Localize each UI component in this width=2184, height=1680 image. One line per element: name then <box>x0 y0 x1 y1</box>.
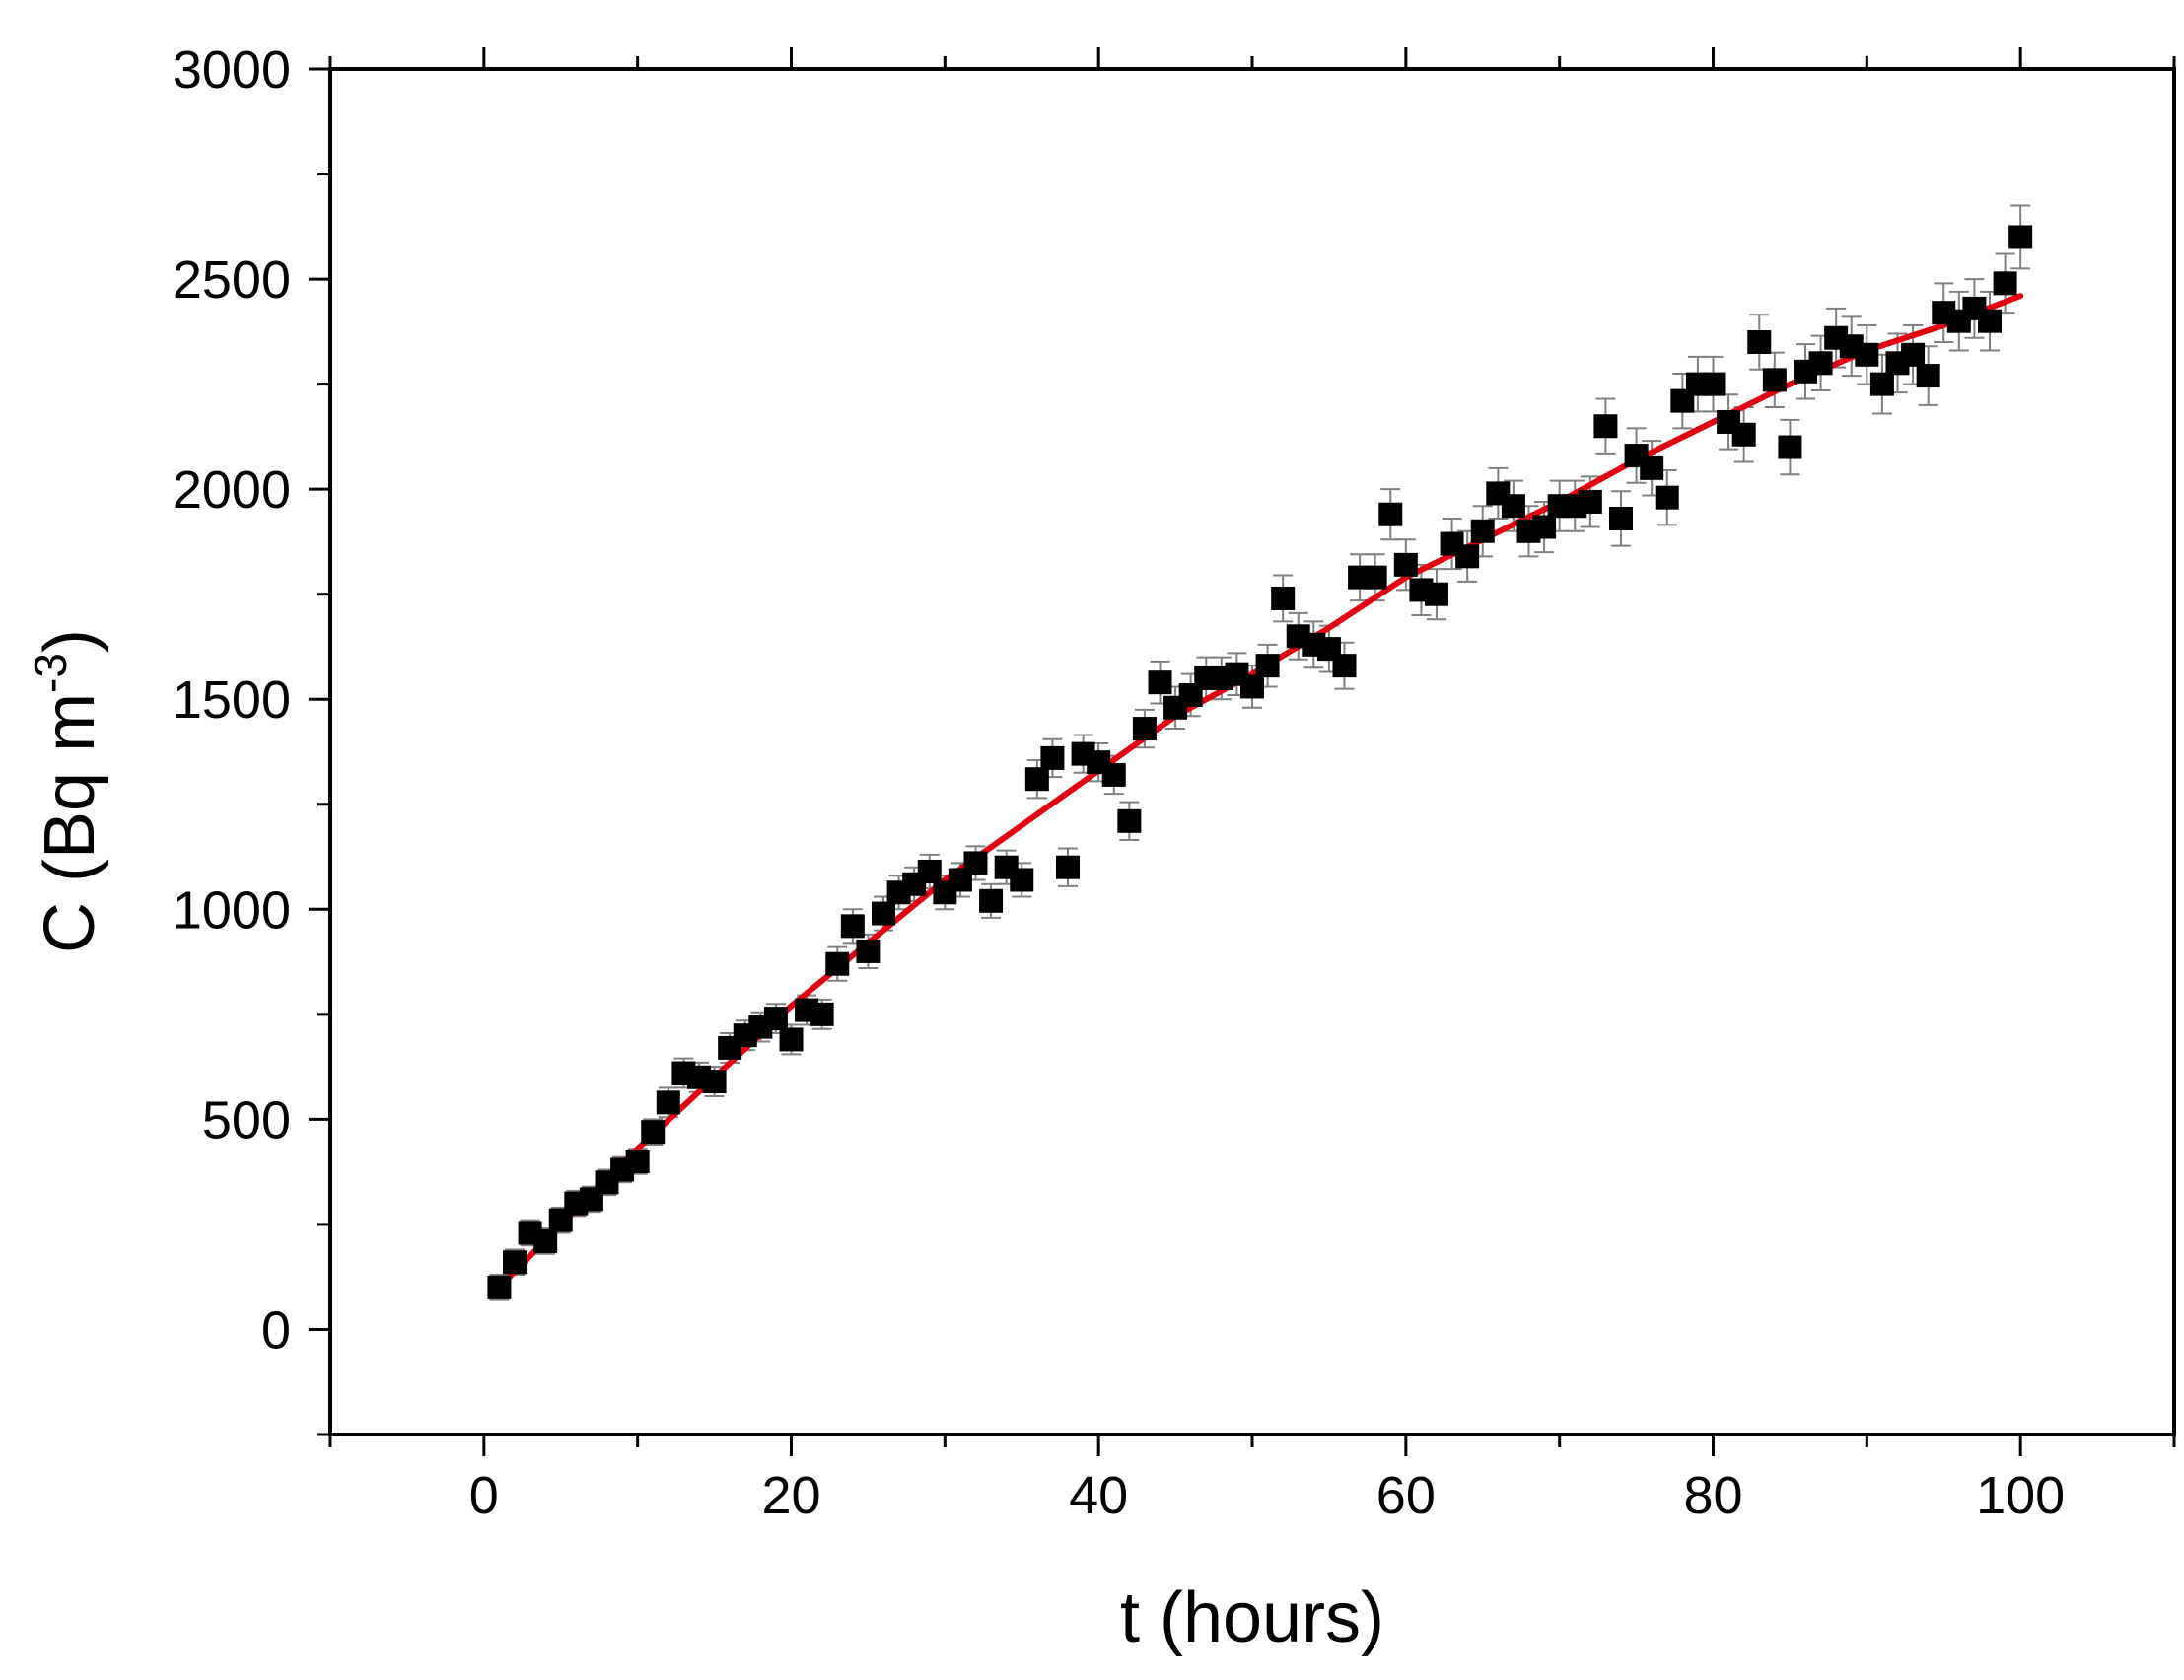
data-point <box>1855 342 1879 367</box>
data-point <box>1240 674 1264 699</box>
data-point <box>810 1002 834 1026</box>
data-point <box>1532 515 1557 539</box>
data-point <box>1993 271 2017 296</box>
y-tick-label: 3000 <box>173 40 291 100</box>
data-point <box>763 1007 788 1031</box>
data-point <box>2008 225 2033 249</box>
data-point <box>1655 485 1679 510</box>
data-point <box>1901 342 1926 367</box>
data-point <box>1117 808 1142 833</box>
data-point <box>825 951 850 976</box>
data-point <box>533 1228 558 1253</box>
data-point <box>1778 435 1802 459</box>
data-point <box>641 1120 666 1145</box>
y-axis-title-close: ) <box>31 629 109 653</box>
data-point <box>1470 519 1495 543</box>
data-point <box>656 1090 680 1115</box>
data-point <box>979 888 1004 913</box>
x-tick-label: 0 <box>469 1466 499 1525</box>
x-tick-label: 80 <box>1683 1466 1742 1525</box>
data-point <box>1010 868 1034 892</box>
y-tick-label: 1500 <box>173 670 291 730</box>
data-point <box>503 1250 527 1275</box>
data-point <box>1332 654 1357 678</box>
y-axis-title-main: C (Bq m <box>31 693 109 953</box>
data-point <box>1425 582 1448 606</box>
data-point <box>1731 422 1756 447</box>
data-point <box>1808 351 1833 376</box>
data-point <box>840 914 865 939</box>
x-tick-label: 100 <box>1976 1466 2065 1525</box>
data-point <box>1578 489 1602 514</box>
data-point <box>1271 586 1296 610</box>
data-point <box>1455 544 1480 569</box>
data-point <box>1762 368 1787 392</box>
data-point <box>1056 855 1080 879</box>
y-axis-title-superscript: -3 <box>25 653 76 693</box>
x-tick-label: 20 <box>761 1466 820 1525</box>
data-point <box>1040 745 1065 770</box>
data-point <box>1363 565 1387 590</box>
x-axis-title: t (hours) <box>1120 1578 1384 1657</box>
data-point <box>487 1275 512 1299</box>
data-point <box>963 851 988 875</box>
data-point <box>1393 552 1418 577</box>
data-point <box>1609 506 1633 530</box>
data-point <box>1869 372 1894 396</box>
y-tick-label: 0 <box>261 1300 291 1360</box>
y-tick-label: 2500 <box>173 250 291 310</box>
data-point <box>779 1027 804 1052</box>
x-tick-label: 60 <box>1376 1466 1436 1525</box>
axes-layer <box>309 47 2176 1456</box>
data-point <box>1501 494 1525 519</box>
data-point <box>856 939 881 963</box>
data-point <box>1978 309 2002 333</box>
data-point <box>625 1150 650 1173</box>
y-axis-title: C (Bq m-3) <box>25 629 109 953</box>
data-point <box>1747 330 1772 354</box>
data-point <box>702 1070 727 1094</box>
data-point <box>1701 372 1726 396</box>
data-point <box>1593 414 1618 439</box>
data-point <box>1101 762 1126 787</box>
data-point <box>1640 455 1664 480</box>
data-point <box>872 901 895 926</box>
y-tick-label: 1000 <box>173 880 291 940</box>
data-point <box>917 859 942 883</box>
data-point <box>1255 654 1280 678</box>
data-point <box>1378 502 1403 526</box>
data-points-layer <box>487 225 2033 1299</box>
y-tick-label: 500 <box>202 1090 291 1150</box>
data-point <box>1916 364 1940 388</box>
data-point <box>1132 717 1157 741</box>
y-tick-label: 2000 <box>173 460 291 520</box>
data-point <box>1148 670 1172 695</box>
x-tick-label: 40 <box>1069 1466 1128 1525</box>
data-point <box>1024 767 1049 792</box>
